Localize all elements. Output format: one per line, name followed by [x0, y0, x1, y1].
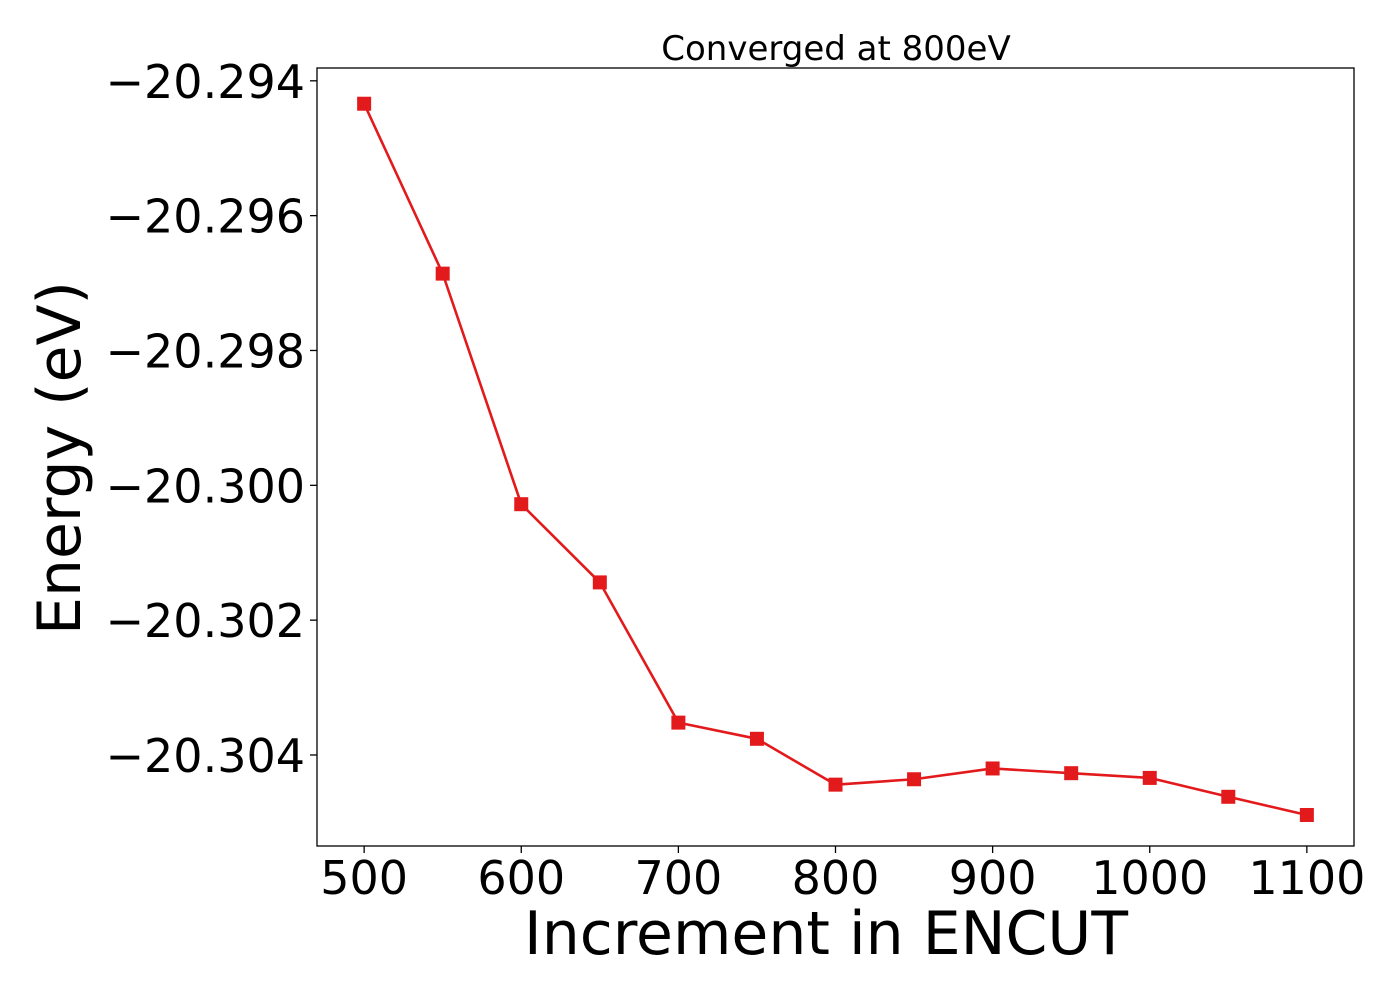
series-line: [362, 103, 1308, 817]
x-axis-label: Increment in ENCUT: [524, 899, 1128, 969]
data-point-marker: [1064, 766, 1079, 781]
x-tick-label: 800: [792, 851, 880, 905]
data-point-marker: [1142, 770, 1157, 785]
data-point-marker: [357, 96, 372, 111]
y-tick-label: −20.294: [106, 55, 306, 109]
data-point-marker: [907, 772, 922, 787]
y-tick-label: −20.302: [106, 594, 306, 648]
data-point-marker: [1299, 807, 1314, 822]
plot-area-frame: [316, 67, 1355, 847]
data-point-marker: [985, 761, 1000, 776]
y-axis-ticks: −20.294 −20.296 −20.298 −20.300 −20.302 −20.3…: [106, 55, 317, 783]
series-layer: [357, 96, 1314, 822]
x-axis-ticks: 500 600 700 800 900 1000 1100: [320, 846, 1365, 905]
y-tick-label: −20.296: [106, 190, 306, 244]
y-tick-label: −20.304: [106, 729, 306, 783]
chart-title: Converged at 800eV: [661, 29, 1010, 69]
y-tick-label: −20.298: [106, 324, 306, 378]
data-point-marker: [749, 731, 764, 746]
data-point-marker: [592, 575, 607, 590]
y-axis-label: Energy (eV): [25, 281, 95, 635]
x-tick-label: 600: [477, 851, 565, 905]
x-tick-label: 1100: [1248, 851, 1365, 905]
x-tick-label: 700: [634, 851, 722, 905]
data-point-marker: [514, 497, 529, 512]
data-point-marker: [828, 777, 843, 792]
y-tick-label: −20.300: [106, 459, 306, 513]
data-point-marker: [671, 715, 686, 730]
data-point-marker: [435, 266, 450, 281]
data-point-marker: [1221, 789, 1236, 804]
x-tick-label: 500: [320, 851, 408, 905]
x-tick-label: 900: [949, 851, 1037, 905]
x-tick-label: 1000: [1091, 851, 1208, 905]
